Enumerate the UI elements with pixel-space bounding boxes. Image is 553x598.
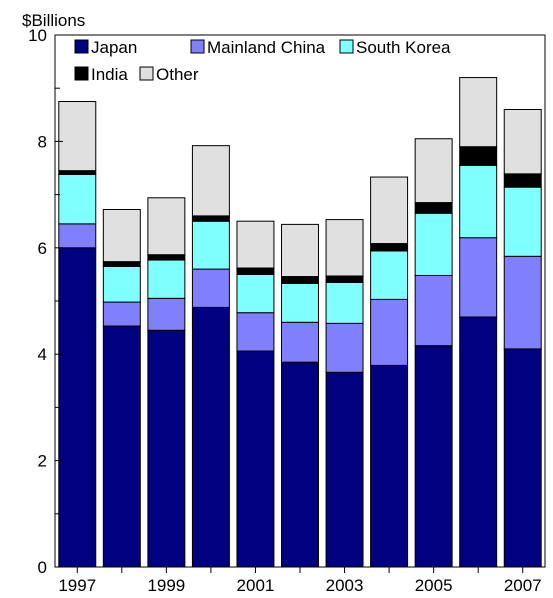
x-tick-label-2001: 2001 (237, 576, 275, 595)
bar-2001-japan (236, 350, 275, 568)
bar-1997-south-korea (58, 173, 97, 225)
legend-label-india: India (91, 65, 128, 84)
bar-2000-japan (191, 306, 230, 568)
bar-2005-other (414, 138, 453, 204)
bar-2001-india (236, 267, 275, 275)
bars-layer (58, 77, 542, 568)
bar-1999-south-korea (147, 259, 186, 299)
bar-2003-south-korea (325, 281, 364, 324)
bar-2002-japan (281, 361, 319, 568)
bar-2001-other (236, 220, 275, 269)
x-tick-label-1997: 1997 (58, 576, 96, 595)
bar-2000-mainland-china (191, 268, 230, 308)
bar-2005-japan (414, 345, 453, 568)
bar-2004-japan (370, 364, 409, 568)
bar-2003-japan (325, 371, 364, 568)
bar-2007-other (503, 108, 542, 175)
bar-2006-india (459, 146, 498, 166)
y-tick-label-4: 4 (38, 345, 47, 364)
bar-2004-other (370, 176, 409, 245)
bar-2004-india (370, 243, 409, 252)
bar-2001-south-korea (236, 273, 275, 314)
bar-2003-india (325, 275, 364, 283)
legend-label-mainland-china: Mainland China (207, 38, 326, 57)
bar-2000-other (191, 145, 230, 217)
legend-swatch-other (139, 66, 154, 81)
x-tick-label-1999: 1999 (147, 576, 185, 595)
bar-2005-south-korea (414, 212, 453, 276)
bar-2002-mainland-china (281, 321, 319, 363)
bar-1997-japan (58, 247, 97, 568)
bar-2007-mainland-china (503, 255, 542, 350)
y-tick-label-0: 0 (38, 558, 47, 577)
bar-2006-south-korea (459, 164, 498, 239)
bar-2004-mainland-china (370, 298, 409, 366)
bar-1999-japan (147, 329, 186, 568)
y-tick-label-6: 6 (38, 239, 47, 258)
bar-2002-south-korea (281, 282, 319, 323)
bar-2005-india (414, 202, 453, 214)
bar-1999-india (147, 254, 186, 261)
bar-1998-south-korea (102, 265, 141, 303)
y-tick-label-10: 10 (28, 26, 47, 45)
bar-2000-south-korea (191, 220, 230, 270)
bar-2007-japan (503, 348, 542, 568)
bar-2002-india (281, 276, 319, 284)
x-tick-label-2003: 2003 (326, 576, 364, 595)
bar-1998-other (102, 209, 141, 263)
bar-2006-mainland-china (459, 237, 498, 318)
legend-label-japan: Japan (91, 38, 137, 57)
bar-1999-mainland-china (147, 297, 186, 331)
y-tick-label-2: 2 (38, 452, 47, 471)
bar-2000-india (191, 215, 230, 222)
legend-label-other: Other (156, 65, 199, 84)
bar-1997-india (58, 170, 97, 175)
bar-1999-other (147, 197, 186, 256)
y-tick-label-8: 8 (38, 132, 47, 151)
bar-2001-mainland-china (236, 312, 275, 352)
bar-2006-japan (459, 316, 498, 568)
bar-1998-india (102, 261, 141, 267)
x-tick-label-2005: 2005 (415, 576, 453, 595)
bar-1997-mainland-china (58, 223, 97, 249)
y-axis-label: $Billions (22, 11, 85, 30)
legend-swatch-japan (74, 39, 89, 54)
bar-2005-mainland-china (414, 274, 453, 347)
bar-1998-mainland-china (102, 301, 141, 327)
axes-layer: 0 2 4 6 8 10 1997 1999 2001 2003 2005 2007 (28, 26, 546, 595)
bar-2007-india (503, 173, 542, 188)
bar-2003-other (325, 219, 364, 277)
legend: Japan Mainland China South Korea India Other (74, 38, 451, 84)
bar-1998-japan (102, 325, 141, 568)
legend-swatch-mainland-china (190, 39, 205, 54)
bar-1997-other (58, 101, 97, 172)
legend-swatch-south-korea (339, 39, 354, 54)
x-tick-label-2007: 2007 (504, 576, 542, 595)
bar-2007-south-korea (503, 186, 542, 257)
bar-2004-south-korea (370, 250, 409, 300)
legend-label-south-korea: South Korea (356, 38, 451, 57)
bar-2006-other (459, 77, 498, 148)
bar-2002-other (281, 223, 319, 278)
bar-2003-mainland-china (325, 322, 364, 373)
legend-swatch-india (74, 66, 89, 81)
